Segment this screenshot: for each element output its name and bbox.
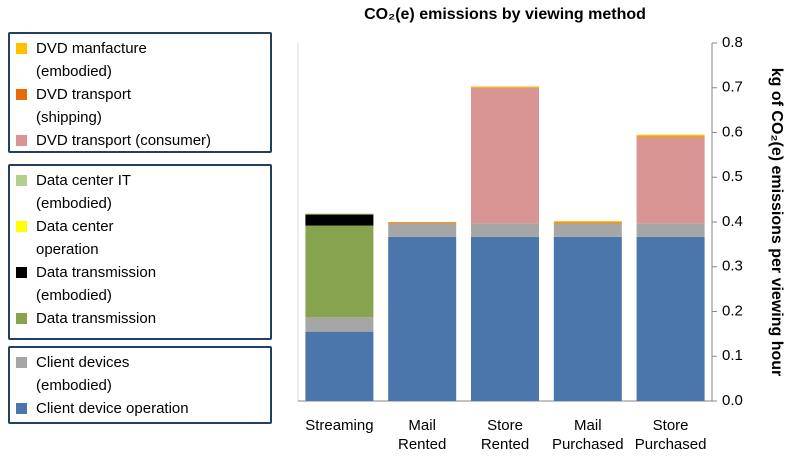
y-tick-label: 0.3: [722, 258, 743, 275]
legend-box: DVD manfacture (embodied) DVD transport (…: [8, 32, 272, 153]
legend-label: Data center operation: [36, 218, 114, 258]
legend-label: Client device operation: [36, 400, 189, 417]
legend-item: DVD transport (shipping): [14, 83, 176, 129]
bar-segment: [553, 222, 622, 224]
bar-segment: [388, 222, 457, 224]
y-tick-label: 0.6: [722, 123, 743, 140]
legend-label: Data transmission: [36, 310, 157, 327]
bar-segment: [553, 236, 622, 401]
bar-segment: [305, 331, 374, 401]
x-tick-label: Streaming: [305, 417, 374, 434]
legend-swatch: [16, 403, 27, 414]
x-tick-label: Store Rented: [480, 417, 530, 453]
y-tick-label: 0.7: [722, 79, 743, 96]
legend-item: DVD manfacture (embodied): [14, 37, 176, 83]
legend-swatch: [16, 43, 27, 54]
bar-segment: [388, 236, 457, 401]
y-tick-label: 0.5: [722, 168, 743, 185]
legend-item: Data transmission: [14, 307, 226, 330]
legend-item: Client device operation: [14, 397, 266, 420]
x-tick-label: Mail Purchased: [551, 417, 624, 453]
bar-segment: [553, 223, 622, 237]
x-tick-label: Mail Rented: [398, 417, 447, 453]
legend-swatch: [16, 135, 27, 146]
bar-segment: [471, 87, 539, 224]
bar-segment: [636, 223, 705, 237]
bar-segment: [388, 223, 457, 237]
legend-item: Data center operation: [14, 215, 156, 261]
legend-item: Data center IT (embodied): [14, 169, 156, 215]
bar-segment: [553, 221, 622, 223]
legend-label: DVD manfacture (embodied): [36, 40, 147, 80]
legend-swatch: [16, 357, 27, 368]
legend-swatch: [16, 175, 27, 186]
y-tick-label: 0.8: [722, 34, 743, 51]
legend-label: DVD transport (shipping): [36, 86, 132, 126]
bar-segment: [636, 236, 705, 401]
bar-segment: [305, 317, 374, 332]
bar-segment: [636, 134, 705, 137]
y-tick-label: 0.4: [722, 213, 743, 230]
legend-label: Data transmission (embodied): [36, 264, 157, 304]
legend-swatch: [16, 89, 27, 100]
y-tick-label: 0.0: [722, 392, 743, 409]
bar-segment: [305, 225, 374, 318]
legend-box: Data center IT (embodied) Data center ope…: [8, 164, 272, 340]
bar-segment: [305, 214, 374, 226]
bar-segment: [471, 236, 539, 401]
y-axis-label: kg of CO₂(e) emissions per viewing hour: [768, 68, 785, 377]
legend-box: Client devices (embodied) Client device o…: [8, 346, 272, 424]
legend-swatch: [16, 267, 27, 278]
legend-label: Data center IT (embodied): [36, 172, 131, 212]
y-tick-label: 0.2: [722, 302, 743, 319]
legend-swatch: [16, 313, 27, 324]
x-tick-label: Store Purchased: [634, 417, 707, 453]
legend-label: DVD transport (consumer): [36, 132, 212, 149]
bar-segment: [471, 86, 539, 88]
legend-swatch: [16, 221, 27, 232]
legend-item: DVD transport (consumer): [14, 129, 276, 152]
bar-segment: [471, 223, 539, 237]
y-tick-label: 0.1: [722, 347, 743, 364]
bar-segment: [636, 136, 705, 224]
chart-title: CO₂(e) emissions by viewing method: [364, 6, 646, 23]
legend-item: Data transmission (embodied): [14, 261, 226, 307]
legend-label: Client devices (embodied): [36, 354, 130, 394]
legend-item: Client devices (embodied): [14, 351, 166, 397]
